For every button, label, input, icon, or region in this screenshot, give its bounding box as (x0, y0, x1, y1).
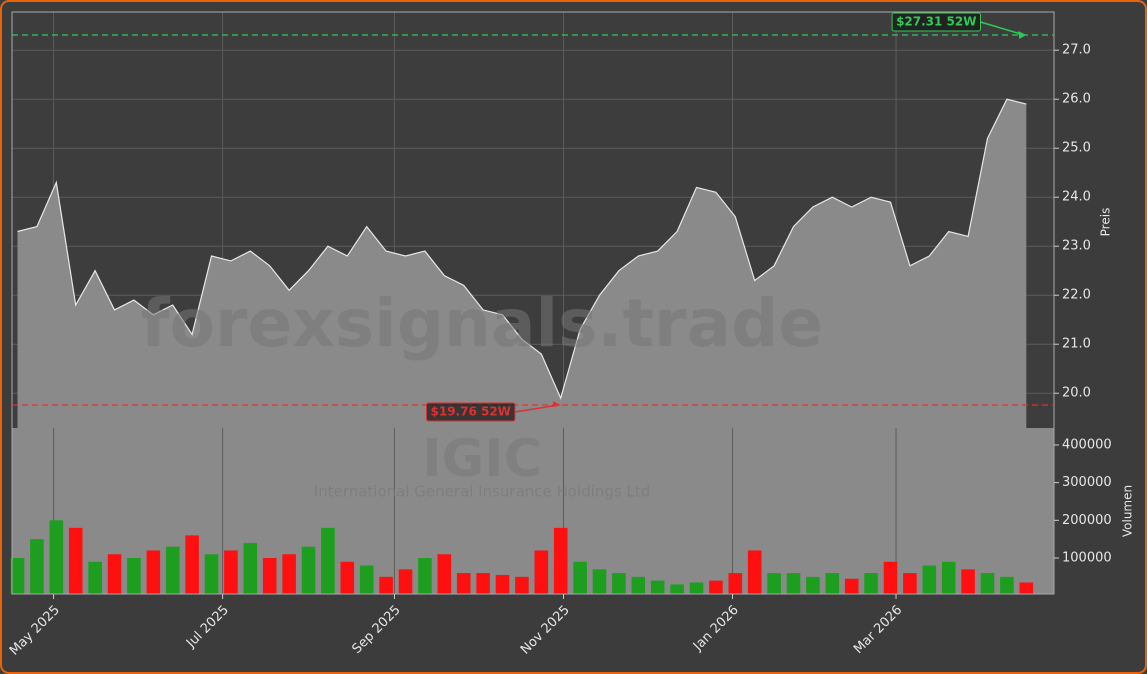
volume-tick-label: 100000 (1062, 551, 1112, 566)
volume-bar (515, 576, 529, 594)
volume-bar (340, 561, 355, 594)
volume-bar (204, 554, 219, 594)
price-area (17, 99, 1027, 428)
volume-bar (709, 580, 723, 594)
volume-bar (224, 550, 238, 594)
volume-bar (476, 573, 490, 594)
volume-bar (980, 573, 995, 594)
volume-bar (767, 573, 781, 594)
high-arrowhead (1018, 31, 1027, 40)
y-tick-label: 23.0 (1062, 239, 1091, 254)
volume-bar (786, 573, 801, 594)
high-annotation: $27.31 52W (891, 12, 1027, 40)
volume-bar (321, 527, 335, 594)
volume-bar (107, 554, 122, 594)
low-arrow (514, 404, 559, 413)
volume-tick-label: 400000 (1062, 437, 1112, 452)
volume-bar (68, 527, 83, 594)
volume-bar (728, 573, 743, 594)
volume-bar (437, 554, 452, 594)
volume-bar (650, 580, 665, 594)
watermark: forexsignals.trade (141, 285, 823, 362)
volume-bar (670, 584, 684, 594)
volume-bar (844, 578, 859, 594)
volume-bar (185, 535, 199, 594)
y-tick-label: 21.0 (1062, 337, 1091, 352)
low-annotation: $19.76 52W (426, 400, 561, 422)
volume-bar (553, 527, 568, 594)
volume-bar (612, 573, 626, 594)
volume-bar (922, 565, 937, 594)
volume-bar (165, 546, 180, 594)
volume-bar (495, 574, 510, 594)
volume-bar (359, 565, 374, 594)
volume-axis-label: Volumen (1121, 485, 1135, 537)
y-tick-label: 24.0 (1062, 190, 1091, 205)
y-axis-label: Preis (1099, 208, 1113, 237)
volume-bar (10, 558, 25, 594)
volume-bar (243, 542, 258, 594)
volume-bar (864, 573, 878, 594)
volume-bar (49, 520, 64, 594)
high-arrow (980, 21, 1025, 36)
price-line (17, 98, 1027, 400)
watermark-symbol: IGIC (422, 429, 542, 489)
volume-bar (127, 558, 141, 594)
plot-border (11, 11, 1055, 595)
volume-bar (379, 576, 393, 594)
volume-bar (88, 561, 102, 594)
volume-bar (883, 561, 898, 594)
volume-bar (592, 569, 607, 594)
volume-bar (806, 576, 820, 594)
volume-bar (418, 558, 432, 594)
volume-bar (961, 569, 975, 594)
volume-bar (146, 550, 161, 594)
volume-bar (941, 561, 956, 594)
y-tick-label: 22.0 (1062, 288, 1091, 303)
volume-bar (825, 573, 840, 594)
volume-bar (534, 550, 549, 594)
high-label: $27.31 52W (896, 15, 976, 29)
volume-bar (573, 561, 587, 594)
volume-bar (1000, 576, 1014, 594)
volume-tick-label: 200000 (1062, 513, 1112, 528)
volume-bar (747, 550, 762, 594)
low-arrowhead (552, 400, 561, 407)
y-tick-label: 26.0 (1062, 92, 1091, 107)
low-label: $19.76 52W (431, 405, 511, 419)
volume-bar (903, 573, 917, 594)
watermark-company: International General Insurance Holdings… (314, 483, 650, 501)
y-tick-label: 25.0 (1062, 141, 1091, 156)
volume-bar (262, 558, 277, 594)
volume-bar (398, 569, 413, 594)
y-tick-label: 20.0 (1062, 386, 1091, 401)
y-tick-label: 27.0 (1062, 43, 1091, 58)
volume-bar (456, 573, 471, 594)
volume-bar (689, 582, 704, 594)
volume-bar (1019, 582, 1034, 594)
volume-bar (282, 554, 296, 594)
volume-bar (301, 546, 316, 594)
volume-bar (631, 576, 646, 594)
volume-bar (30, 539, 44, 594)
volume-tick-label: 300000 (1062, 475, 1112, 490)
